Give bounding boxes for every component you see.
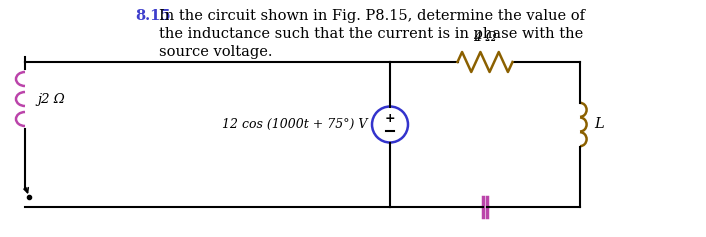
Text: L: L bbox=[594, 118, 604, 132]
Text: j2 Ω: j2 Ω bbox=[37, 92, 65, 105]
Text: 4 Ω: 4 Ω bbox=[473, 31, 497, 44]
Text: In the circuit shown in Fig. P8.15, determine the value of: In the circuit shown in Fig. P8.15, dete… bbox=[159, 9, 585, 23]
Text: 8.15: 8.15 bbox=[135, 9, 171, 23]
Text: +: + bbox=[385, 112, 395, 125]
Text: the inductance such that the current is in phase with the: the inductance such that the current is … bbox=[159, 27, 583, 41]
Text: source voltage.: source voltage. bbox=[159, 45, 273, 59]
Text: 12 cos (1000t + 75°) V: 12 cos (1000t + 75°) V bbox=[222, 118, 367, 131]
